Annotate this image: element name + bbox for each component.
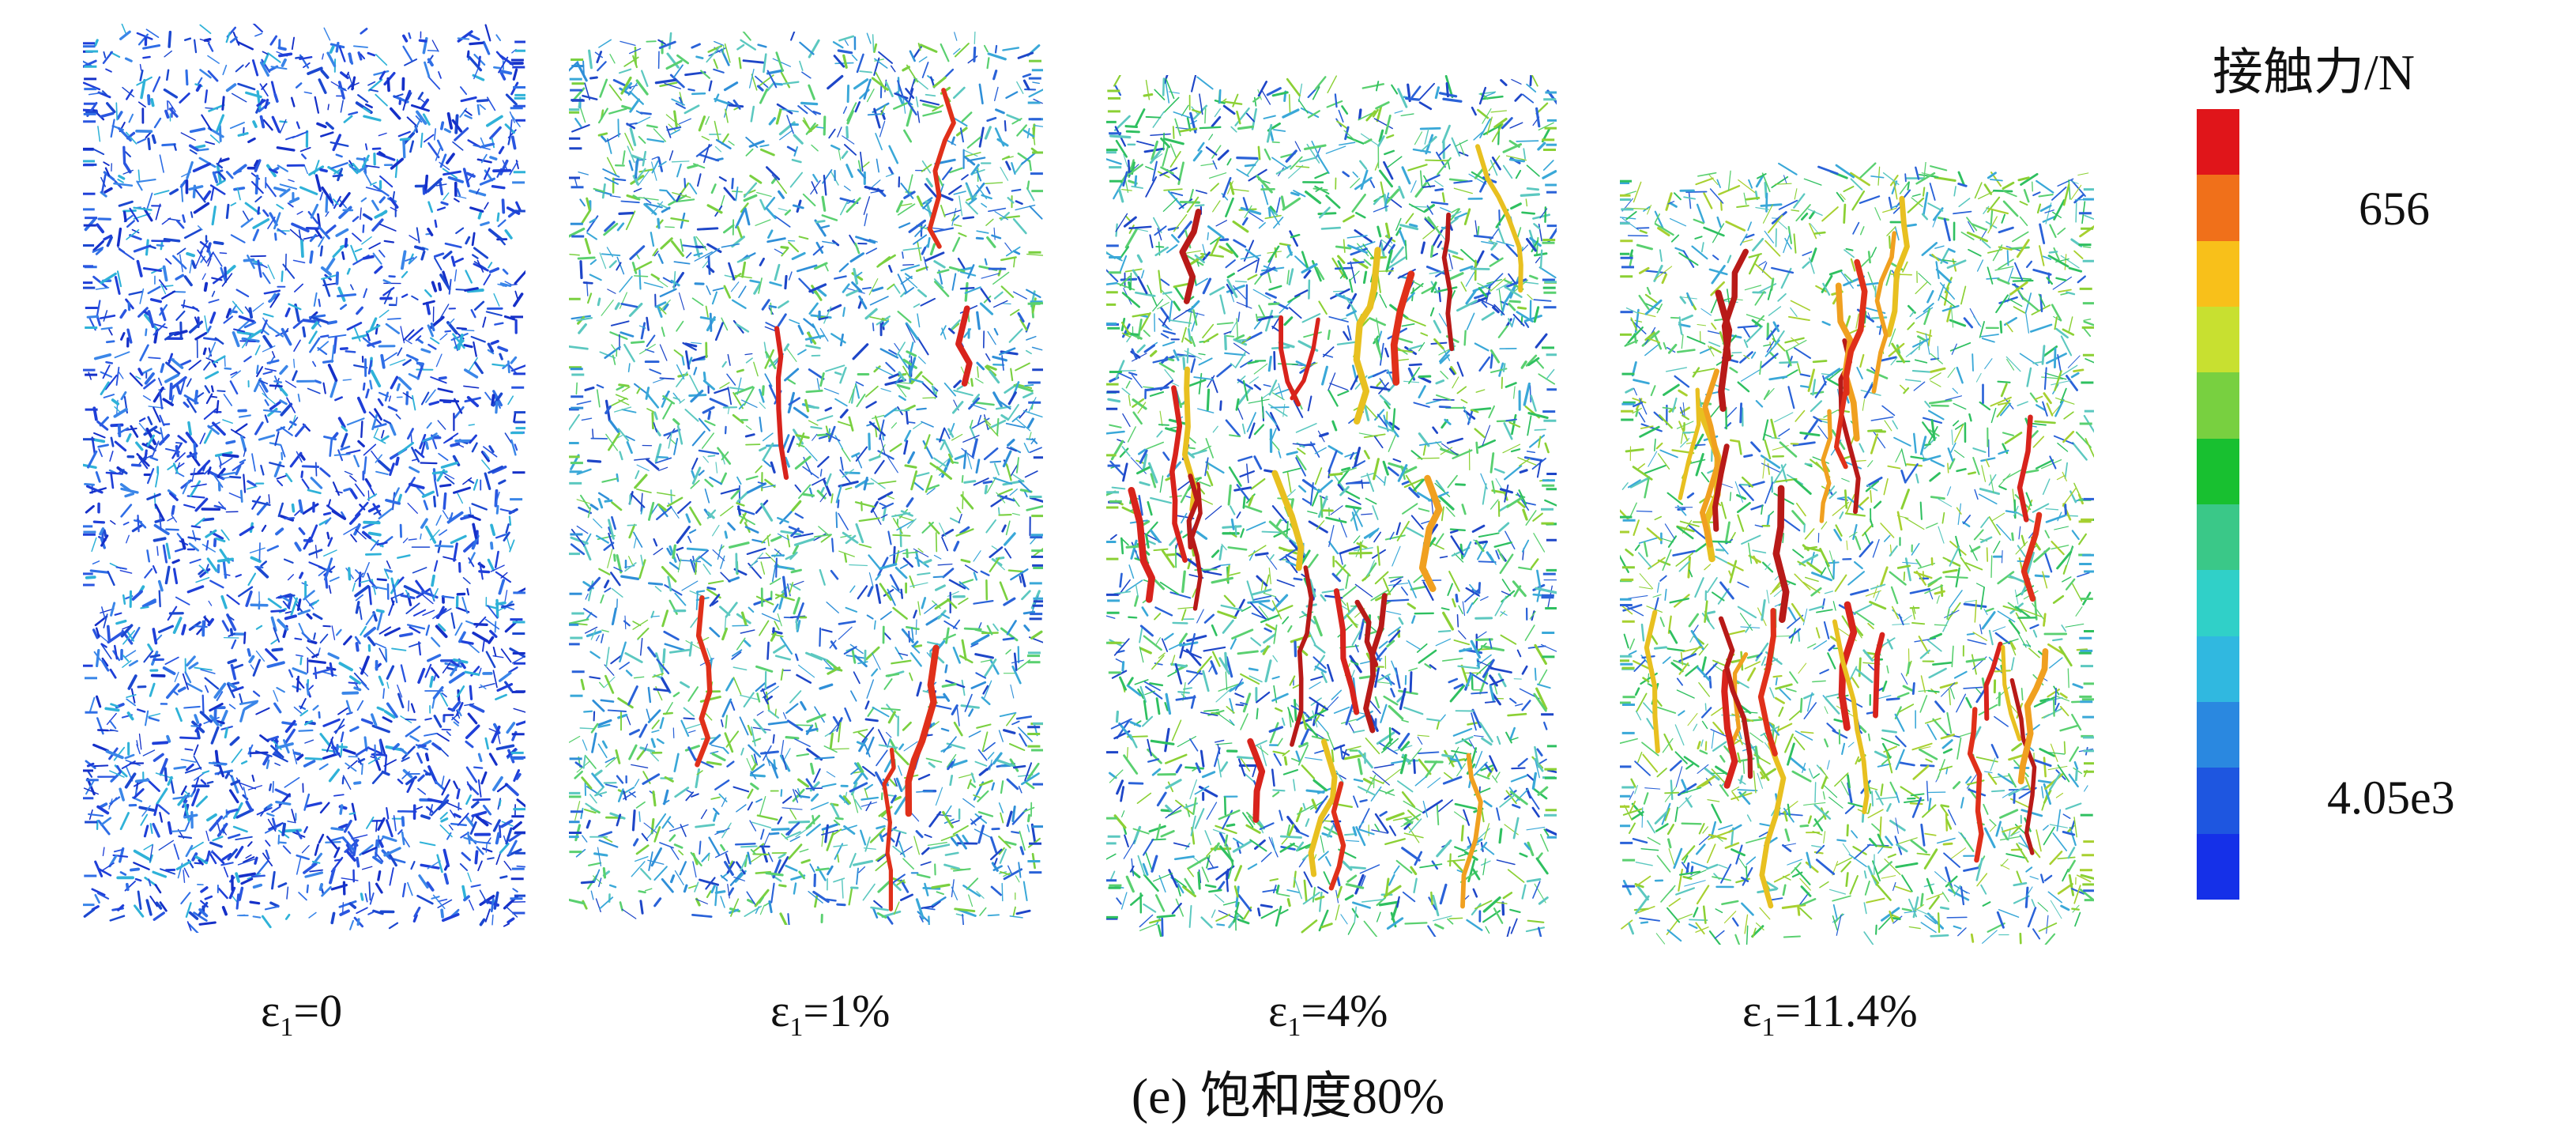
legend-tick-top: 656 [2359,183,2430,235]
strain-subscript: 1 [280,1013,294,1042]
legend-color-segment [2197,504,2239,571]
strain-subscript: 1 [789,1013,804,1042]
sample-image-strain-11-4 [1620,162,2094,945]
strain-symbol: ε [261,985,281,1036]
legend-title: 接触力/N [2213,44,2415,100]
legend-color-segment [2197,372,2239,439]
strain-symbol: ε [1268,985,1288,1036]
strain-subscript: 1 [1761,1013,1776,1042]
strain-subscript: 1 [1287,1013,1301,1042]
force-chain-network [569,32,1043,925]
strain-value: =11.4% [1775,985,1918,1036]
strain-label: ε1=1% [770,984,890,1043]
strain-value: =1% [803,985,891,1036]
legend-color-segment [2197,768,2239,834]
legend-tick-bottom: 4.05e3 [2327,772,2455,824]
legend-color-segment [2197,570,2239,636]
force-chain-network [1620,162,2094,945]
force-chain-group [569,32,1043,925]
legend-color-segment [2197,438,2239,504]
strain-label: ε1=11.4% [1742,984,1918,1043]
sample-image-strain-1 [569,32,1043,925]
strain-label: ε1=4% [1268,984,1388,1043]
legend-color-segment [2197,306,2239,373]
strain-symbol: ε [770,985,790,1036]
sample-image-strain-4 [1106,75,1557,937]
force-chain-group [83,24,525,933]
force-chain-network [1106,75,1557,937]
force-chain-group [1106,75,1557,937]
strain-symbol: ε [1742,985,1762,1036]
color-scale-bar [2197,109,2239,900]
legend-color-segment [2197,175,2239,241]
sample-image-strain-0 [83,24,525,933]
legend-color-segment [2197,240,2239,307]
legend-color-segment [2197,636,2239,702]
legend-color-segment [2197,701,2239,768]
legend-color-segment [2197,109,2239,175]
figure-caption: (e) 饱和度80% [1131,1068,1445,1124]
force-chain-group [1620,162,2094,945]
force-chain-network [83,24,525,933]
strain-label: ε1=0 [261,984,342,1043]
strain-value: =4% [1301,985,1388,1036]
strain-value: =0 [293,985,343,1036]
legend-color-segment [2197,833,2239,900]
